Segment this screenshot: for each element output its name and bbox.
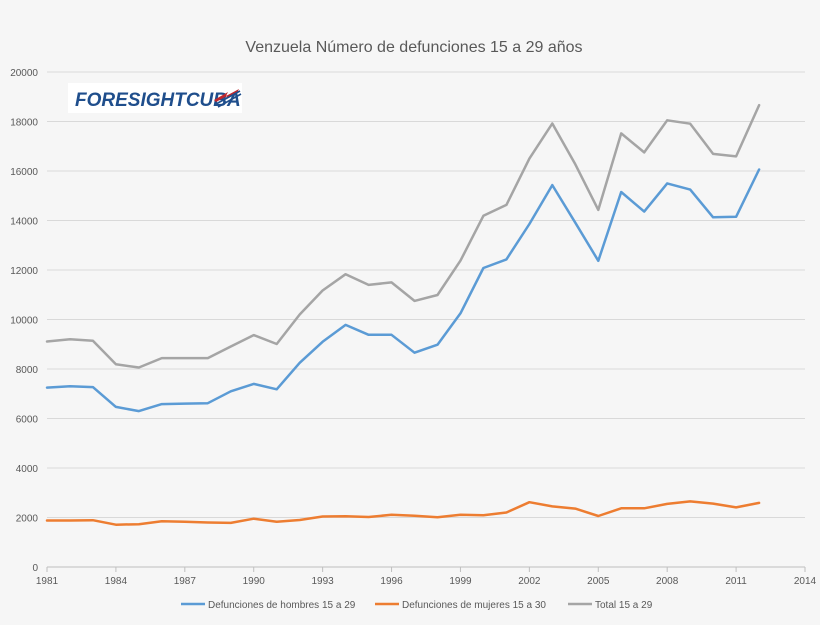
logo-text: FORESIGHTCUBA: [75, 90, 241, 111]
y-tick-label: 2000: [16, 514, 39, 525]
x-tick-label: 1981: [36, 576, 59, 587]
chart-title: Venzuela Número de defunciones 15 a 29 a…: [245, 39, 582, 56]
x-tick-label: 2008: [656, 576, 679, 587]
x-tick-label: 1984: [105, 576, 128, 587]
y-tick-label: 16000: [10, 167, 38, 178]
y-tick-label: 14000: [10, 217, 38, 228]
y-tick-label: 10000: [10, 316, 38, 327]
x-tick-label: 1993: [312, 576, 335, 587]
y-tick-label: 8000: [16, 365, 39, 376]
series-lines: [45, 103, 761, 526]
logo: FORESIGHTCUBA: [68, 83, 242, 113]
legend-label: Total 15 a 29: [595, 600, 653, 611]
y-tick-label: 18000: [10, 118, 38, 129]
x-tick-label: 2014: [794, 576, 817, 587]
axes: 0 2000 4000 6000 8000 10000 12000 14000 16000 180…: [10, 68, 816, 587]
y-tick-label: 0: [32, 563, 38, 574]
series-line-3: [45, 103, 761, 369]
y-tick-label: 12000: [10, 266, 38, 277]
series-line-1: [45, 168, 761, 413]
x-tick-label: 1990: [243, 576, 266, 587]
legend: Defunciones de hombres 15 a 29 Defuncione…: [181, 600, 653, 611]
series-line-2: [45, 500, 761, 526]
y-tick-label: 4000: [16, 464, 39, 475]
y-tick-label: 20000: [10, 68, 38, 79]
logo-background: [68, 83, 242, 113]
x-tick-label: 2005: [587, 576, 610, 587]
x-tick-label: 1999: [449, 576, 472, 587]
legend-label: Defunciones de mujeres 15 a 30: [402, 600, 546, 611]
x-tick-label: 1987: [174, 576, 197, 587]
x-tick-label: 2002: [518, 576, 541, 587]
flag-icon: [214, 89, 242, 108]
x-tick-label: 1996: [380, 576, 403, 587]
gridlines: [47, 71, 805, 518]
y-tick-label: 6000: [16, 415, 39, 426]
legend-label: Defunciones de hombres 15 a 29: [208, 600, 356, 611]
x-tick-label: 2011: [725, 576, 747, 587]
